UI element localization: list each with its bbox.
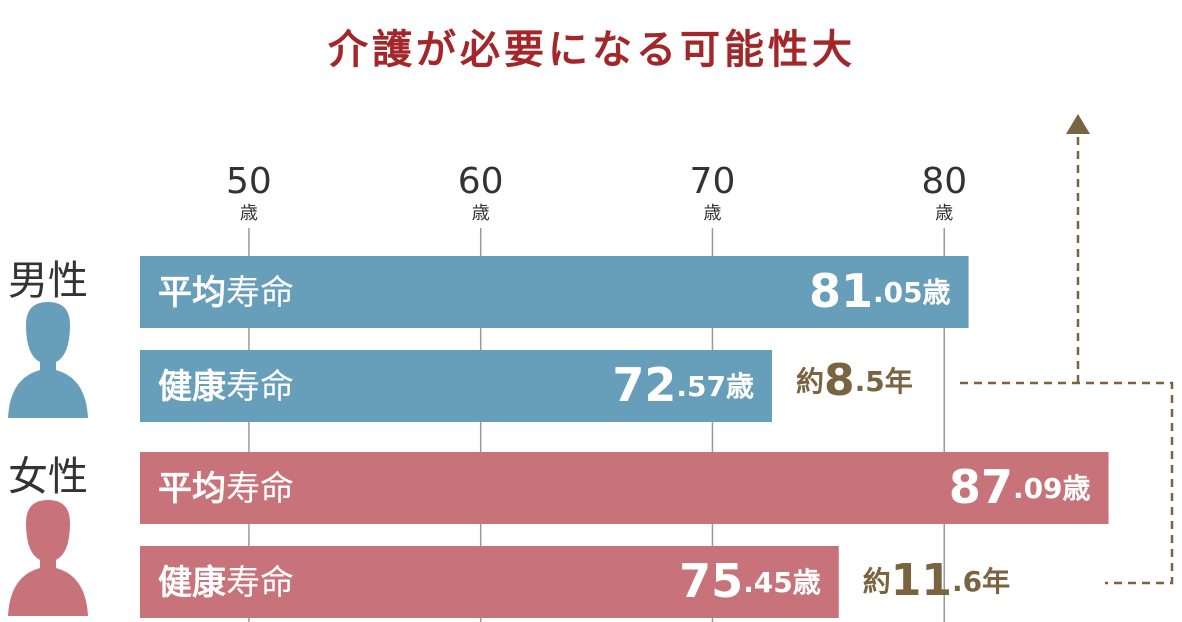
x-tick-unit: 歳 [703, 203, 721, 224]
x-tick-label: 70 [690, 161, 736, 202]
value-label: 81.05歳 [809, 264, 951, 318]
x-tick-label: 60 [458, 161, 504, 202]
difference-connector [960, 132, 1174, 585]
bar-label: 平均寿命 [158, 469, 294, 509]
annotation: 約8.5年 [796, 355, 913, 406]
bar [140, 256, 969, 328]
x-tick-unit: 歳 [240, 203, 258, 224]
connector-line [960, 381, 1174, 585]
person-icon [8, 500, 88, 616]
group-label: 女性 [8, 454, 88, 500]
group-label: 男性 [8, 258, 88, 304]
bar [140, 452, 1109, 524]
x-tick-unit: 歳 [935, 203, 953, 224]
value-label: 87.09歳 [949, 460, 1091, 514]
person-icon [8, 302, 88, 418]
bar-label: 健康寿命 [158, 367, 294, 407]
arrow-head [1066, 114, 1090, 134]
bar-label: 平均寿命 [158, 273, 294, 313]
value-label: 75.45歳 [679, 554, 821, 608]
chart-title: 介護が必要になる可能性大 [328, 27, 856, 73]
bar-label: 健康寿命 [158, 563, 294, 603]
x-tick-unit: 歳 [472, 203, 490, 224]
value-label: 72.57歳 [612, 358, 754, 412]
annotation: 約11.6年 [863, 555, 1010, 606]
x-tick-label: 50 [226, 161, 272, 202]
bar [140, 546, 839, 618]
bar [140, 350, 773, 422]
x-tick-label: 80 [921, 161, 967, 202]
